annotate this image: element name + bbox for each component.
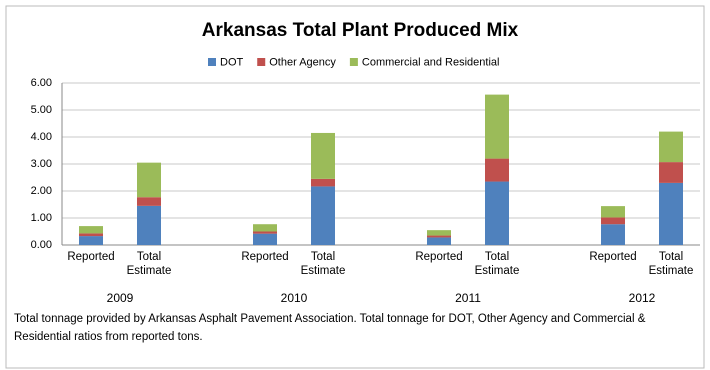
bar-segment xyxy=(427,237,451,245)
bar-segment xyxy=(137,162,161,198)
bar-segment xyxy=(79,236,103,245)
bar-segment xyxy=(253,231,277,234)
bar-segment xyxy=(427,230,451,236)
y-tick-label: 3.00 xyxy=(31,158,52,170)
y-tick-label: 2.00 xyxy=(31,185,52,197)
bar-segment xyxy=(137,205,161,245)
chart-border xyxy=(5,5,705,369)
bar-segment xyxy=(485,94,509,159)
bar-segment xyxy=(485,181,509,245)
y-tick-label: 4.00 xyxy=(31,131,52,143)
bar-segment xyxy=(601,217,625,225)
bar-segment xyxy=(601,224,625,245)
x-tick-label: Total Estimate xyxy=(648,251,694,277)
y-tick-label: 6.00 xyxy=(31,77,52,89)
x-tick-label: Reported xyxy=(589,251,637,263)
bar-segment xyxy=(427,235,451,238)
x-group-label: 2010 xyxy=(280,291,308,305)
legend-swatch xyxy=(349,58,358,66)
bar-segment xyxy=(659,162,683,183)
legend-swatch xyxy=(208,58,216,66)
x-tick-label: Total Estimate xyxy=(300,251,346,277)
x-group-label: 2011 xyxy=(455,291,481,305)
bar-segment xyxy=(253,224,277,232)
x-group-label: 2012 xyxy=(628,291,656,305)
x-tick-label: Reported xyxy=(241,251,289,263)
bar-segment xyxy=(79,226,103,234)
bar-segment xyxy=(79,233,103,237)
x-tick-label: Total Estimate xyxy=(474,251,520,277)
bar-segment xyxy=(253,233,277,245)
bar-segment xyxy=(659,131,683,163)
x-tick-label: Reported xyxy=(415,251,463,263)
bar-segment xyxy=(137,197,161,206)
bar-segment xyxy=(311,178,335,187)
bar-segment xyxy=(311,132,335,179)
bar-segment xyxy=(311,186,335,245)
x-group-label: 2009 xyxy=(106,291,134,305)
y-tick-label: 5.00 xyxy=(31,104,52,116)
legend-label: DOT xyxy=(220,56,244,68)
y-tick-label: 0.00 xyxy=(31,239,52,251)
legend-swatch xyxy=(257,58,266,66)
x-tick-label: Total Estimate xyxy=(126,251,172,277)
bar-segment xyxy=(601,206,625,218)
x-tick-label: Reported xyxy=(67,251,115,263)
legend-label: Other Agency xyxy=(269,56,336,68)
chart-title: Arkansas Total Plant Produced Mix xyxy=(202,20,519,41)
y-tick-label: 1.00 xyxy=(31,212,52,224)
bar-segment xyxy=(659,182,683,245)
legend-label: Commercial and Residential xyxy=(362,56,500,68)
footnote: Total tonnage provided by Arkansas Aspha… xyxy=(14,313,646,343)
bar-segment xyxy=(485,158,509,182)
